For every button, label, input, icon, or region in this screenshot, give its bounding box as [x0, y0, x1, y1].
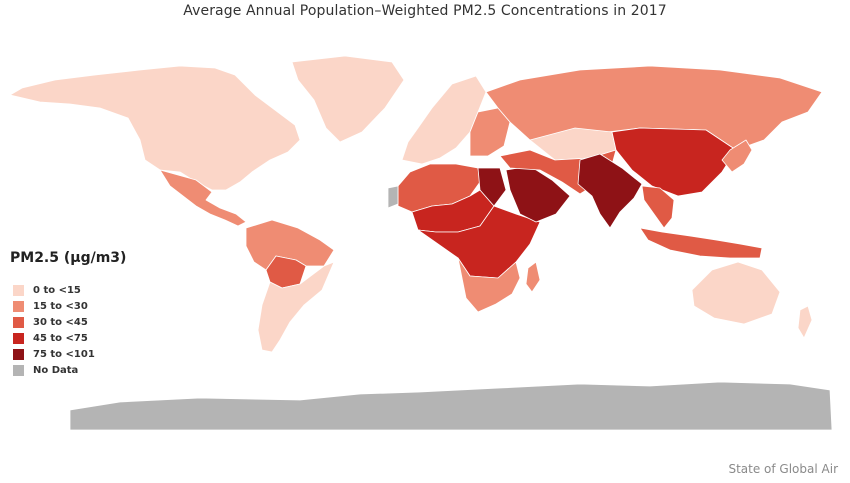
map-region-mexico-central-america	[159, 169, 247, 227]
legend-swatch	[13, 284, 24, 296]
legend-item-0-15: 0 to <15	[10, 282, 126, 298]
map-region-japan-korea	[721, 139, 753, 173]
legend-item-no-data: No Data	[10, 362, 126, 378]
legend-label: 0 to <15	[33, 284, 81, 296]
map-region-europe-east	[469, 107, 511, 157]
source-credit: State of Global Air	[728, 462, 838, 476]
legend-swatch	[13, 364, 24, 376]
map-region-western-sahara	[387, 185, 399, 209]
legend-item-75-101: 75 to <101	[10, 346, 126, 362]
map-legend: PM2.5 (µg/m3) 0 to <15 15 to <30 30 to <…	[10, 250, 126, 378]
map-region-greenland	[291, 55, 405, 143]
map-region-australia	[691, 261, 781, 325]
legend-label: 30 to <45	[33, 316, 88, 328]
legend-title: PM2.5 (µg/m3)	[10, 250, 127, 266]
legend-label: No Data	[33, 364, 79, 376]
legend-label: 75 to <101	[33, 348, 95, 360]
map-region-egypt	[477, 167, 507, 207]
legend-item-15-30: 15 to <30	[10, 298, 126, 314]
legend-item-30-45: 30 to <45	[10, 314, 126, 330]
legend-label: 15 to <30	[33, 300, 88, 312]
map-region-south-america-south	[257, 261, 335, 353]
legend-swatch	[13, 348, 24, 360]
map-region-china	[611, 127, 737, 197]
map-region-southern-africa	[457, 257, 521, 313]
map-region-indonesia-png	[639, 227, 763, 259]
legend-swatch	[13, 316, 24, 328]
map-region-north-america	[9, 65, 301, 191]
legend-item-45-75: 45 to <75	[10, 330, 126, 346]
map-region-new-zealand	[797, 305, 813, 339]
legend-swatch	[13, 300, 24, 312]
world-map	[9, 55, 833, 431]
map-region-madagascar	[525, 261, 541, 293]
map-region-antarctica	[69, 381, 833, 431]
map-region-southeast-asia	[641, 185, 675, 229]
map-region-north-africa	[397, 163, 481, 213]
map-region-india-pakistan	[577, 153, 643, 229]
map-region-arabian-peninsula	[505, 165, 571, 223]
map-title: Average Annual Population–Weighted PM2.5…	[183, 3, 667, 19]
legend-swatch	[13, 332, 24, 344]
legend-label: 45 to <75	[33, 332, 88, 344]
